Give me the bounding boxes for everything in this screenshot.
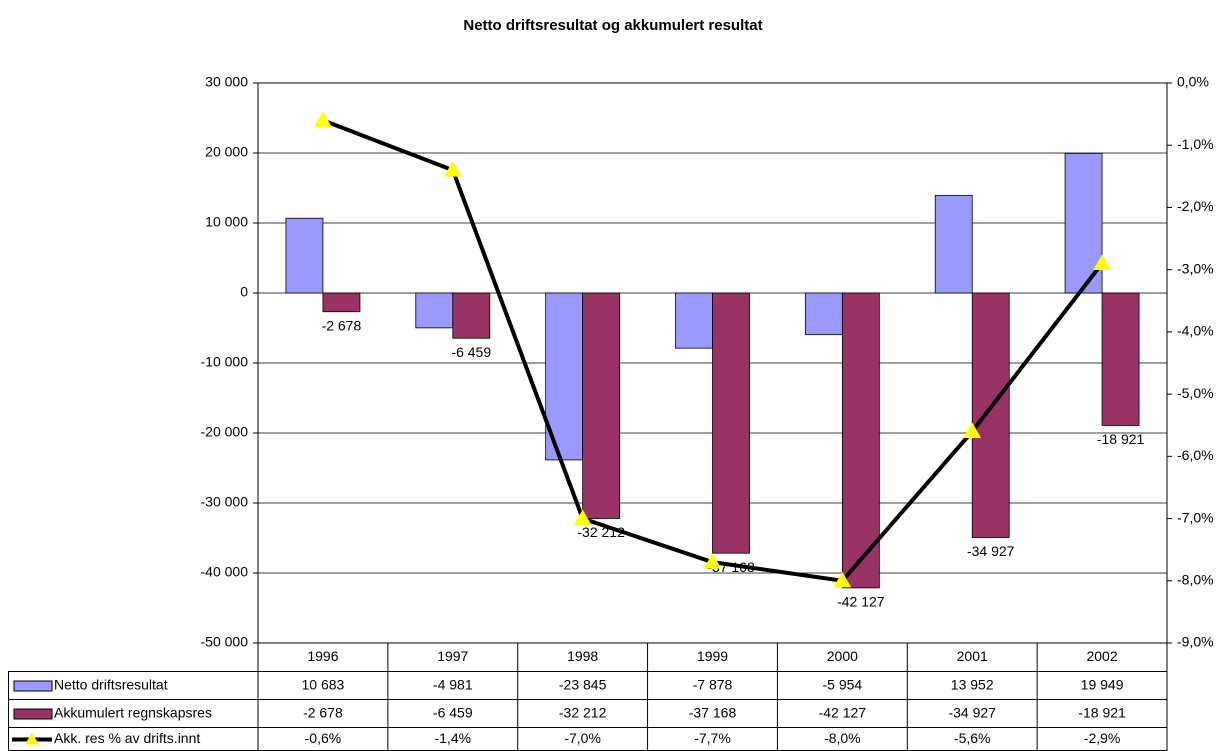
table-cell: 10 683: [302, 677, 345, 693]
y-tick-label: 0: [240, 284, 248, 300]
x-tick-label: 1997: [437, 648, 468, 664]
marker: [703, 553, 722, 569]
x-tick-label: 2001: [957, 648, 988, 664]
x-tick-label: 2000: [827, 648, 858, 664]
table-cell: -7 878: [693, 677, 733, 693]
data-label: -34 927: [967, 543, 1015, 559]
table-cell: -7,7%: [694, 730, 731, 746]
y2-tick-label: -4,0%: [1177, 323, 1214, 339]
bar: [415, 292, 454, 329]
marker: [1093, 254, 1111, 270]
legend-label: Akk. res % av drifts.innt: [54, 730, 200, 746]
table-cell: -8,0%: [824, 730, 861, 746]
table-cell: 19 949: [1081, 677, 1124, 693]
legend-label: Akkumulert regnskapsres: [54, 705, 212, 721]
y2-tick-label: -7,0%: [1177, 509, 1214, 525]
table-cell: -34 927: [948, 705, 996, 721]
bar: [322, 292, 361, 313]
marker: [443, 161, 462, 177]
table-cell: -18 921: [1078, 705, 1126, 721]
bar: [675, 292, 713, 349]
data-label: -42 127: [837, 594, 885, 610]
bar: [582, 292, 621, 519]
bar: [712, 292, 750, 554]
y2-tick-label: -9,0%: [1177, 634, 1214, 650]
y-tick-label: -20 000: [201, 424, 249, 440]
table-cell: 13 952: [951, 677, 994, 693]
bar: [971, 292, 1010, 538]
plot-border: [257, 82, 1168, 644]
x-tick-label: 1998: [567, 648, 598, 664]
bar: [804, 292, 843, 336]
y2-tick-label: -2,0%: [1177, 198, 1214, 214]
y-tick-label: 30 000: [205, 74, 248, 90]
bar: [841, 292, 880, 589]
table-cell: -37 168: [689, 705, 737, 721]
table-cell: -5 954: [823, 677, 863, 693]
legend-key: [13, 680, 53, 692]
table-cell: -32 212: [559, 705, 607, 721]
y-tick-label: 20 000: [205, 144, 248, 160]
y-tick-label: 10 000: [205, 214, 248, 230]
bar: [285, 217, 324, 294]
table-cell: -1,4%: [434, 730, 471, 746]
marker: [833, 571, 852, 588]
marker: [963, 422, 982, 438]
marker: [573, 509, 592, 526]
bar: [452, 292, 491, 339]
table-cell: -0,6%: [305, 730, 342, 746]
table-cell: -5,6%: [954, 730, 991, 746]
y-tick-label: -40 000: [201, 564, 249, 580]
bar: [1101, 292, 1140, 426]
bar: [934, 194, 973, 294]
legend-label: Netto driftsresultat: [54, 677, 168, 693]
x-tick-label: 1999: [697, 648, 728, 664]
data-label: -18 921: [1097, 431, 1145, 447]
y2-tick-label: -1,0%: [1177, 136, 1214, 152]
table-cell: -2 678: [303, 705, 343, 721]
table-cell: -4 981: [433, 677, 473, 693]
table-cell: -7,0%: [564, 730, 601, 746]
data-label: -6 459: [451, 344, 491, 360]
y2-tick-label: -5,0%: [1177, 385, 1214, 401]
y2-tick-label: -3,0%: [1177, 260, 1214, 276]
y2-tick-label: -8,0%: [1177, 571, 1214, 587]
table-cell: -6 459: [433, 705, 473, 721]
y-tick-label: -30 000: [201, 494, 249, 510]
legend-key: [13, 708, 53, 720]
legend-key: [25, 732, 39, 745]
table-cell: -23 845: [559, 677, 607, 693]
y2-tick-label: 0,0%: [1177, 74, 1209, 90]
x-tick-label: 2002: [1086, 648, 1117, 664]
x-tick-label: 1996: [307, 648, 338, 664]
chart-title: Netto driftsresultat og akkumulert resul…: [463, 17, 762, 34]
marker: [314, 111, 332, 127]
y-tick-label: -10 000: [201, 354, 249, 370]
y2-tick-label: -6,0%: [1177, 447, 1214, 463]
data-label: -2 678: [322, 317, 362, 333]
table-cell: -2,9%: [1084, 730, 1121, 746]
y-tick-label: -50 000: [201, 634, 249, 650]
table-cell: -42 127: [819, 705, 867, 721]
